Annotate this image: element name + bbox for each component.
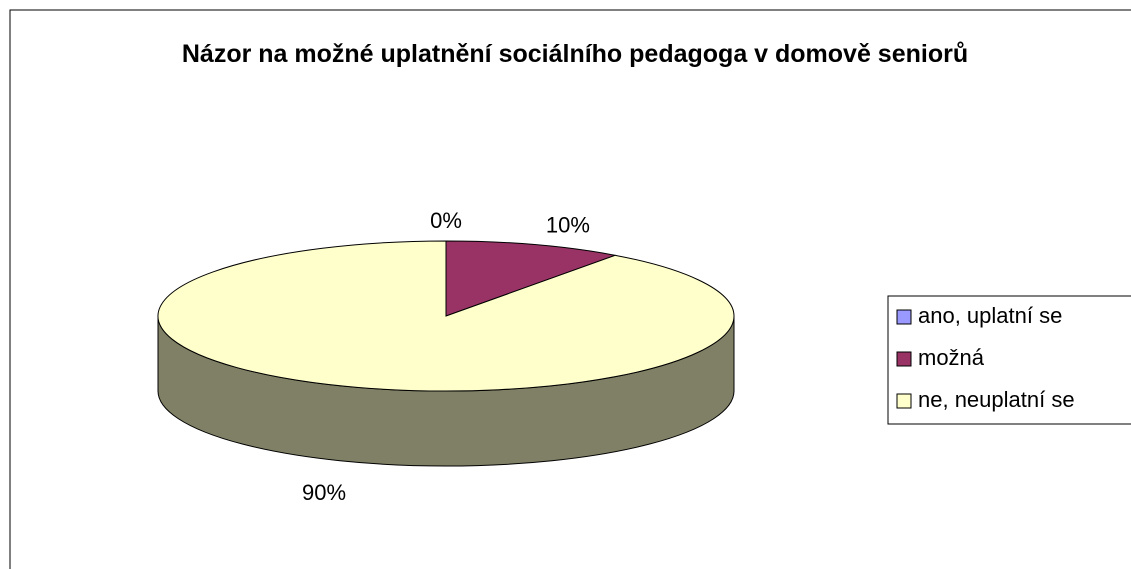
- legend-box: [887, 295, 1131, 425]
- pie-slice: [157, 240, 735, 392]
- legend-swatch: [896, 351, 912, 367]
- chart-frame: [9, 9, 1131, 569]
- legend-swatch: [896, 309, 912, 325]
- data-label: 90%: [302, 480, 346, 505]
- data-label: 0%: [430, 208, 462, 233]
- pie-slice: [445, 240, 618, 317]
- legend-label: ano, uplatní se: [918, 303, 1062, 328]
- legend-label: ne, neuplatní se: [918, 387, 1075, 412]
- data-label: 10%: [546, 213, 590, 238]
- legend-swatch: [896, 393, 912, 409]
- chart-title: Názor na možné uplatnění sociálního peda…: [181, 40, 969, 68]
- legend-label: možná: [918, 345, 985, 370]
